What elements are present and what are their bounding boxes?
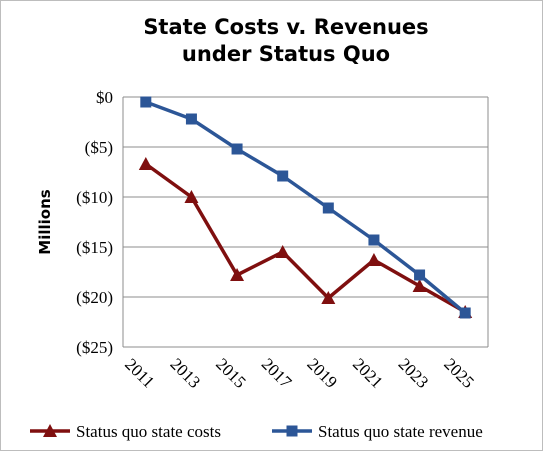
- data-point: [368, 234, 380, 246]
- y-axis-label: Millions: [36, 189, 54, 254]
- x-tick-label: 2011: [121, 355, 158, 392]
- x-tick-label: 2013: [167, 354, 204, 391]
- y-tick-label: ($5): [85, 138, 113, 157]
- grid-lines: [122, 96, 489, 348]
- series-line: [145, 100, 467, 315]
- series-1: [140, 96, 471, 319]
- series-line: [144, 162, 467, 314]
- data-point: [459, 307, 471, 319]
- x-tick-label: 2017: [258, 354, 296, 392]
- y-tick-label: ($20): [76, 288, 113, 307]
- data-point: [275, 245, 290, 258]
- data-point: [412, 279, 427, 292]
- x-tick-label: 2021: [349, 354, 386, 391]
- legend-marker: [286, 425, 298, 437]
- data-point: [184, 190, 199, 203]
- legend-item: Status quo state revenue: [272, 422, 483, 441]
- data-point: [230, 268, 245, 281]
- chart-title-line-2: under Status Quo: [182, 42, 390, 66]
- y-tick-label: ($15): [76, 238, 113, 257]
- x-tick-label: 2015: [212, 354, 249, 391]
- legend-item: Status quo state costs: [30, 422, 221, 441]
- x-tick-label: 2025: [440, 354, 477, 391]
- data-point: [231, 143, 243, 155]
- legend-label: Status quo state costs: [76, 422, 221, 441]
- x-tick-labels: 2011 2013 2015 2017 2019 2021 2023 2025: [121, 354, 478, 392]
- x-tick-label: 2019: [303, 354, 340, 391]
- y-tick-label: $0: [96, 88, 113, 107]
- data-point: [322, 202, 334, 214]
- data-point: [138, 157, 153, 170]
- y-tick-label: ($10): [76, 188, 113, 207]
- legend: Status quo state costs Status quo state r…: [30, 422, 483, 441]
- data-point: [321, 291, 336, 304]
- y-tick-label: ($25): [76, 338, 113, 357]
- data-point: [185, 113, 197, 125]
- series-layer: [138, 96, 473, 319]
- y-tick-labels: $0 ($5) ($10) ($15) ($20) ($25): [76, 88, 113, 357]
- data-point: [366, 253, 381, 266]
- data-point: [140, 96, 152, 108]
- data-point: [277, 170, 289, 182]
- data-point: [414, 269, 426, 281]
- series-0: [138, 157, 473, 318]
- legend-marker: [43, 424, 57, 437]
- legend-label: Status quo state revenue: [318, 422, 483, 441]
- chart-title-line-1: State Costs v. Revenues: [143, 15, 428, 39]
- x-tick-label: 2023: [395, 354, 432, 391]
